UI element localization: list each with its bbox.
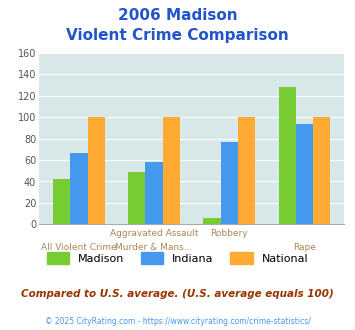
Text: © 2025 CityRating.com - https://www.cityrating.com/crime-statistics/: © 2025 CityRating.com - https://www.city… xyxy=(45,317,310,326)
Text: Murder & Mans...: Murder & Mans... xyxy=(115,243,193,251)
Text: Robbery: Robbery xyxy=(211,229,248,238)
Bar xyxy=(296,123,313,224)
Bar xyxy=(88,117,105,224)
Bar xyxy=(128,172,146,224)
Bar xyxy=(221,142,238,224)
Bar xyxy=(70,152,88,224)
Text: All Violent Crime: All Violent Crime xyxy=(41,243,117,251)
Bar xyxy=(146,162,163,224)
Legend: Madison, Indiana, National: Madison, Indiana, National xyxy=(43,248,312,268)
Text: 2006 Madison: 2006 Madison xyxy=(118,8,237,23)
Bar xyxy=(279,87,296,224)
Bar xyxy=(313,117,331,224)
Text: Compared to U.S. average. (U.S. average equals 100): Compared to U.S. average. (U.S. average … xyxy=(21,289,334,299)
Text: Aggravated Assault: Aggravated Assault xyxy=(110,229,198,238)
Bar xyxy=(238,117,255,224)
Bar xyxy=(203,218,221,224)
Bar xyxy=(53,180,70,224)
Text: Violent Crime Comparison: Violent Crime Comparison xyxy=(66,28,289,43)
Text: Rape: Rape xyxy=(293,243,316,251)
Bar xyxy=(163,117,180,224)
